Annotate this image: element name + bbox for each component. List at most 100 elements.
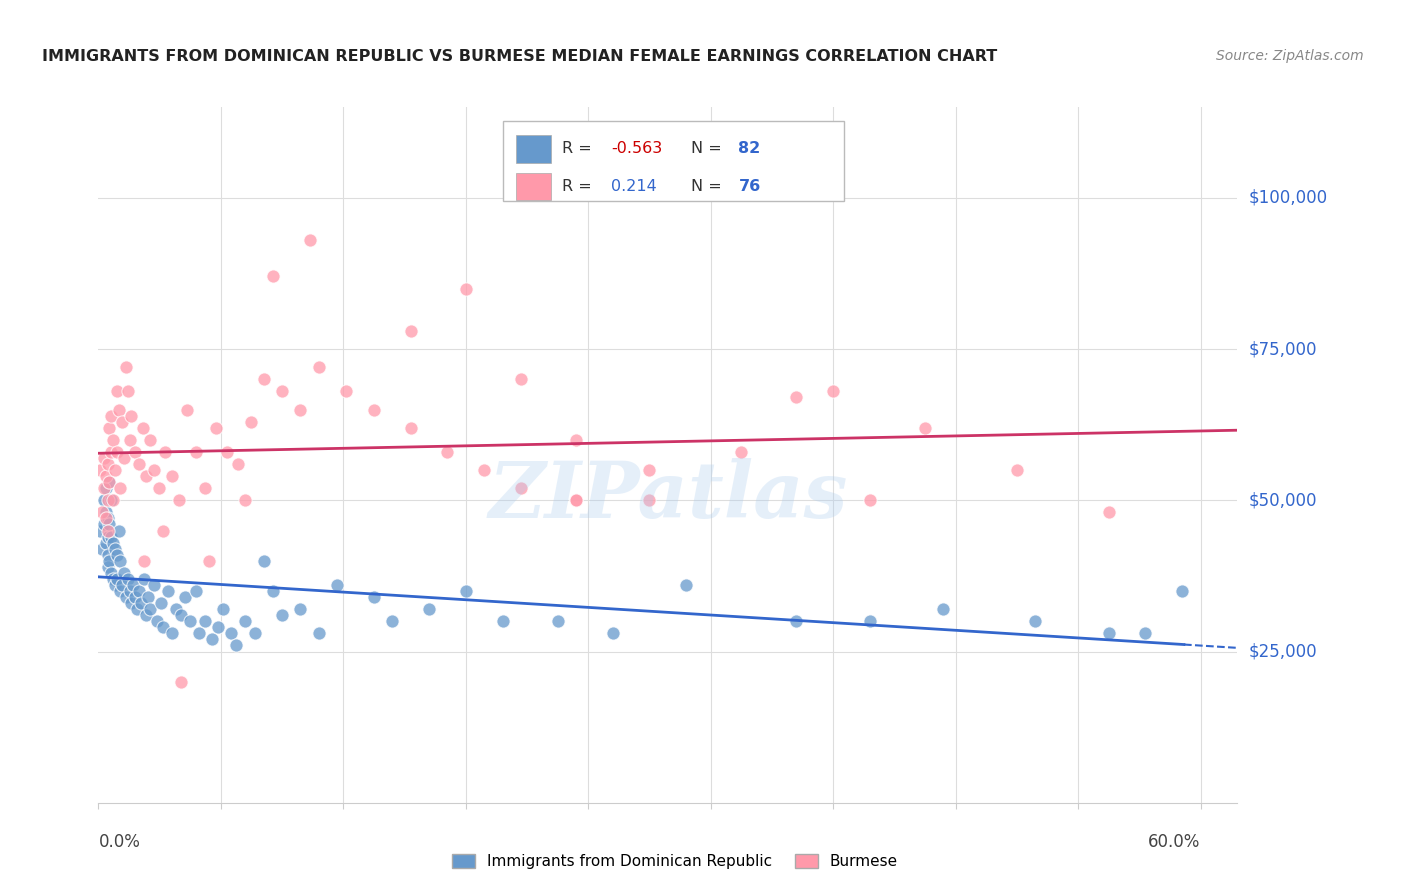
Text: $100,000: $100,000 <box>1249 189 1327 207</box>
Point <box>160 626 183 640</box>
Point <box>118 433 141 447</box>
Point <box>565 493 588 508</box>
Point <box>142 578 165 592</box>
Text: $75,000: $75,000 <box>1249 340 1317 358</box>
Text: R =: R = <box>562 142 596 156</box>
Point <box>105 384 128 399</box>
Text: 60.0%: 60.0% <box>1149 833 1201 851</box>
Point <box>124 590 146 604</box>
Point <box>118 584 141 599</box>
Point <box>97 548 120 562</box>
Point <box>104 541 127 556</box>
Point <box>1098 626 1121 640</box>
Point <box>914 420 936 434</box>
Point <box>139 602 162 616</box>
Point <box>509 372 531 386</box>
Point <box>94 535 117 549</box>
Point <box>170 608 193 623</box>
Text: Source: ZipAtlas.com: Source: ZipAtlas.com <box>1216 49 1364 63</box>
Point <box>290 602 312 616</box>
Point <box>131 420 153 434</box>
Point <box>139 433 162 447</box>
Point <box>98 475 121 490</box>
Point <box>785 615 807 629</box>
Point <box>100 409 122 423</box>
Point <box>149 596 172 610</box>
Point <box>675 578 697 592</box>
Point <box>157 584 180 599</box>
Point <box>111 578 134 592</box>
Point <box>399 420 422 434</box>
Point <box>110 584 132 599</box>
Point <box>134 554 156 568</box>
Point <box>104 463 127 477</box>
Text: -0.563: -0.563 <box>610 142 662 156</box>
Point <box>381 615 404 629</box>
Point <box>152 620 174 634</box>
Point <box>859 615 882 629</box>
Point <box>135 608 157 623</box>
Point <box>565 433 588 447</box>
Text: ZIPatlas: ZIPatlas <box>488 458 848 535</box>
Point <box>418 602 440 616</box>
Point <box>121 409 143 423</box>
Point <box>176 402 198 417</box>
Point <box>859 493 882 508</box>
Point <box>93 517 115 532</box>
FancyBboxPatch shape <box>516 173 551 201</box>
Point <box>97 530 120 544</box>
Point <box>107 524 129 538</box>
Point <box>105 445 128 459</box>
Point <box>1135 626 1157 640</box>
Point <box>121 596 143 610</box>
Point <box>160 469 183 483</box>
Point <box>436 445 458 459</box>
Point <box>100 445 122 459</box>
Point <box>235 615 257 629</box>
Point <box>1171 584 1194 599</box>
Point <box>101 535 124 549</box>
Point <box>93 481 115 495</box>
Point <box>101 572 124 586</box>
Point <box>111 415 134 429</box>
Point <box>153 445 176 459</box>
FancyBboxPatch shape <box>516 135 551 163</box>
Point <box>98 475 121 490</box>
Text: 82: 82 <box>738 142 761 156</box>
Point <box>184 584 207 599</box>
Point <box>105 572 128 586</box>
Point <box>205 420 228 434</box>
Point <box>107 402 129 417</box>
Point <box>173 590 195 604</box>
Point <box>152 524 174 538</box>
Point <box>142 463 165 477</box>
Point <box>117 572 139 586</box>
Point <box>253 372 276 386</box>
Text: N =: N = <box>690 179 727 194</box>
Point <box>165 602 187 616</box>
Point <box>363 402 385 417</box>
Text: $50,000: $50,000 <box>1249 491 1317 509</box>
Point <box>125 602 148 616</box>
Point <box>823 384 845 399</box>
Point <box>117 384 139 399</box>
Point <box>98 517 121 532</box>
Point <box>207 620 229 634</box>
Point <box>271 608 294 623</box>
Point <box>785 391 807 405</box>
Point <box>112 566 135 580</box>
Point <box>100 530 122 544</box>
Point <box>243 626 266 640</box>
Point <box>454 281 477 295</box>
Text: N =: N = <box>690 142 727 156</box>
Point <box>253 554 276 568</box>
Point <box>179 615 201 629</box>
Point <box>105 548 128 562</box>
Point <box>1005 463 1028 477</box>
Point <box>730 445 752 459</box>
Point <box>638 493 661 508</box>
Point <box>115 590 138 604</box>
Point <box>335 384 357 399</box>
Point <box>491 615 513 629</box>
Point <box>167 493 190 508</box>
